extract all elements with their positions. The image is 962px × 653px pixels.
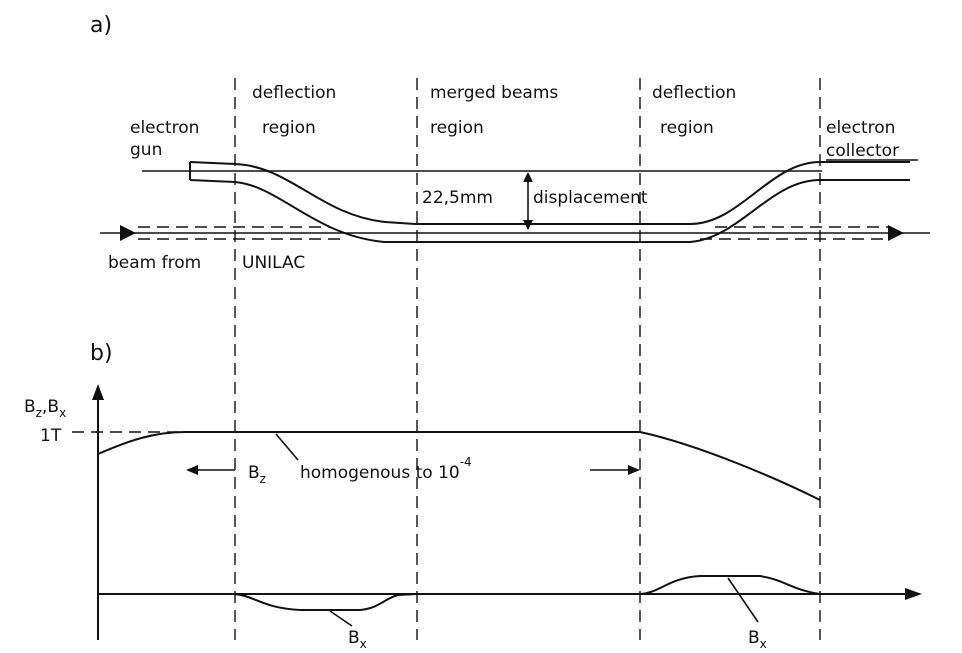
homogenous-label: homogenous to 10-4	[300, 455, 472, 483]
electron-collector-line1: electron	[826, 118, 895, 138]
bx-bump-right	[639, 575, 821, 595]
unilac-label: UNILAC	[242, 253, 305, 273]
bx-right-label: Bx	[748, 628, 767, 651]
displacement-label: displacement	[533, 188, 648, 208]
panel-b-label: b)	[90, 341, 113, 366]
x-axis-arrow	[905, 588, 922, 600]
ion-beam-arrow-left	[120, 225, 136, 241]
electron-beam-lower	[189, 179, 910, 243]
bx-right-leader	[727, 577, 759, 623]
displacement-arrow-bottom	[523, 220, 533, 230]
deflection-left-sub: region	[262, 118, 316, 138]
merged-sub: region	[430, 118, 484, 138]
deflection-right-sub: region	[660, 118, 714, 138]
electron-collector-line2: collector	[826, 141, 899, 161]
region-separators	[234, 78, 821, 640]
merged-title: merged beams	[430, 83, 558, 103]
electron-gun-line1: electron	[130, 118, 199, 138]
deflection-left-title: deflection	[252, 83, 336, 103]
electron-beam-upper	[189, 161, 910, 225]
bz-label: Bz	[248, 463, 266, 486]
displacement-arrow-top	[523, 172, 533, 182]
beam-from-label: beam from	[108, 253, 201, 273]
tick-1T: 1T	[40, 426, 62, 446]
bz-curve	[97, 431, 821, 501]
panel-a-label: a)	[90, 13, 112, 38]
deflection-right-title: deflection	[652, 83, 736, 103]
bz-leader	[275, 433, 299, 461]
bx-left-label: Bx	[348, 628, 367, 651]
y-axis-arrow	[92, 384, 104, 400]
homogenous-arrow-right-head	[628, 465, 640, 475]
bx-dip-left	[234, 593, 418, 611]
ion-beam-arrow-right	[888, 225, 904, 241]
y-axis-label: Bz,Bx	[24, 397, 66, 420]
bx-left-leader	[329, 610, 353, 627]
homogenous-arrow-left-head	[186, 465, 198, 475]
electron-gun-line2: gun	[130, 140, 162, 160]
gap-value: 22,5mm	[422, 188, 493, 208]
